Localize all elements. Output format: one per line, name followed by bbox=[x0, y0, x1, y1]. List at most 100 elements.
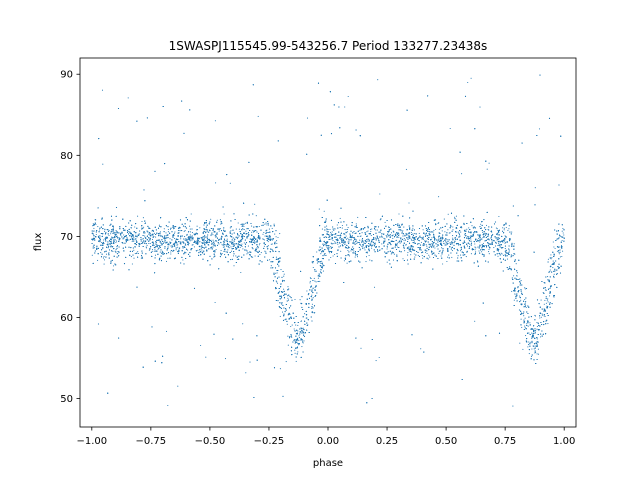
data-point bbox=[321, 249, 323, 251]
data-point bbox=[330, 231, 332, 233]
data-point bbox=[93, 247, 95, 249]
data-point bbox=[485, 224, 488, 226]
data-point bbox=[264, 250, 266, 252]
data-point bbox=[315, 270, 317, 272]
data-point bbox=[381, 243, 383, 245]
data-point bbox=[151, 238, 154, 240]
data-point bbox=[104, 230, 106, 233]
data-point bbox=[545, 320, 547, 322]
data-point bbox=[409, 227, 411, 229]
data-point bbox=[504, 235, 506, 237]
data-point bbox=[468, 227, 470, 229]
data-point bbox=[172, 226, 174, 228]
data-point bbox=[269, 235, 271, 238]
data-point bbox=[452, 235, 454, 237]
data-point bbox=[447, 256, 449, 258]
data-point bbox=[141, 238, 143, 240]
data-point bbox=[275, 256, 277, 258]
data-point bbox=[529, 341, 531, 343]
data-point bbox=[362, 245, 364, 247]
data-point bbox=[181, 229, 183, 232]
data-point bbox=[513, 275, 515, 277]
data-point bbox=[426, 228, 429, 230]
data-point bbox=[425, 244, 427, 246]
data-point bbox=[522, 348, 524, 350]
data-point bbox=[321, 260, 323, 262]
data-point bbox=[341, 227, 343, 229]
data-point bbox=[403, 226, 405, 228]
data-point bbox=[422, 257, 424, 259]
data-point bbox=[340, 250, 342, 252]
data-point bbox=[177, 385, 179, 387]
data-point bbox=[392, 234, 394, 236]
data-point bbox=[536, 328, 538, 330]
data-point bbox=[222, 240, 224, 242]
data-point bbox=[424, 251, 427, 253]
data-point bbox=[336, 234, 338, 236]
data-point bbox=[281, 281, 284, 283]
data-point bbox=[543, 303, 545, 305]
data-point bbox=[497, 229, 499, 232]
data-point bbox=[450, 247, 452, 249]
data-point bbox=[275, 280, 277, 282]
data-point bbox=[246, 237, 248, 239]
data-point bbox=[245, 372, 247, 374]
data-point bbox=[511, 231, 513, 233]
data-point bbox=[268, 228, 270, 230]
data-point bbox=[230, 246, 232, 248]
data-point bbox=[352, 242, 354, 244]
data-point bbox=[242, 227, 244, 230]
data-point bbox=[235, 255, 237, 257]
data-point bbox=[552, 267, 554, 269]
data-point bbox=[101, 241, 103, 244]
data-point bbox=[228, 241, 230, 243]
data-point bbox=[381, 236, 383, 238]
data-point bbox=[469, 243, 471, 245]
data-point bbox=[287, 344, 289, 346]
data-point bbox=[413, 241, 415, 243]
data-point bbox=[246, 228, 248, 230]
data-point bbox=[400, 240, 402, 242]
data-point bbox=[223, 246, 225, 248]
data-point bbox=[482, 231, 484, 233]
data-point bbox=[113, 230, 115, 232]
data-point bbox=[141, 228, 143, 230]
data-point bbox=[298, 337, 300, 339]
data-point bbox=[325, 236, 327, 238]
data-point bbox=[477, 234, 479, 236]
data-point bbox=[312, 262, 314, 264]
data-point bbox=[210, 235, 212, 237]
data-point bbox=[229, 259, 232, 261]
data-point bbox=[534, 187, 536, 189]
data-point bbox=[514, 293, 516, 295]
data-point bbox=[549, 269, 551, 271]
data-point bbox=[236, 258, 238, 260]
data-point bbox=[379, 193, 381, 195]
data-point bbox=[330, 256, 332, 259]
data-point bbox=[202, 246, 204, 249]
data-point bbox=[115, 230, 117, 232]
data-point bbox=[283, 288, 285, 290]
data-point bbox=[297, 338, 299, 340]
data-point bbox=[189, 240, 191, 242]
data-point bbox=[442, 263, 444, 265]
data-point bbox=[127, 97, 129, 99]
data-point bbox=[488, 239, 490, 241]
data-point bbox=[513, 243, 515, 245]
data-point bbox=[146, 244, 148, 246]
data-point bbox=[97, 259, 99, 261]
data-point bbox=[107, 247, 109, 249]
data-point bbox=[435, 228, 437, 230]
data-point bbox=[355, 225, 357, 227]
data-point bbox=[438, 252, 440, 254]
data-point bbox=[298, 335, 300, 337]
data-point bbox=[345, 238, 348, 240]
data-point bbox=[432, 236, 435, 238]
data-point bbox=[286, 295, 289, 297]
data-point bbox=[347, 243, 350, 245]
data-point bbox=[475, 247, 477, 249]
data-point bbox=[279, 315, 281, 317]
data-point bbox=[311, 303, 313, 305]
data-point bbox=[475, 251, 477, 253]
data-point bbox=[279, 256, 281, 259]
